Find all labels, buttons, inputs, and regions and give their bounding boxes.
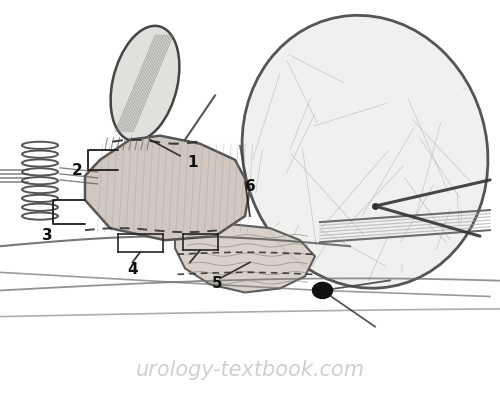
Ellipse shape xyxy=(242,16,488,288)
Ellipse shape xyxy=(110,27,180,142)
Text: 3: 3 xyxy=(42,227,53,242)
Text: 6: 6 xyxy=(244,179,256,194)
Polygon shape xyxy=(175,225,315,293)
Text: urology-textbook.com: urology-textbook.com xyxy=(136,359,364,379)
Circle shape xyxy=(312,283,332,299)
Text: 5: 5 xyxy=(212,275,223,290)
Text: 2: 2 xyxy=(72,163,83,178)
Polygon shape xyxy=(85,136,250,241)
Text: 4: 4 xyxy=(127,261,138,276)
Text: 1: 1 xyxy=(187,155,198,170)
